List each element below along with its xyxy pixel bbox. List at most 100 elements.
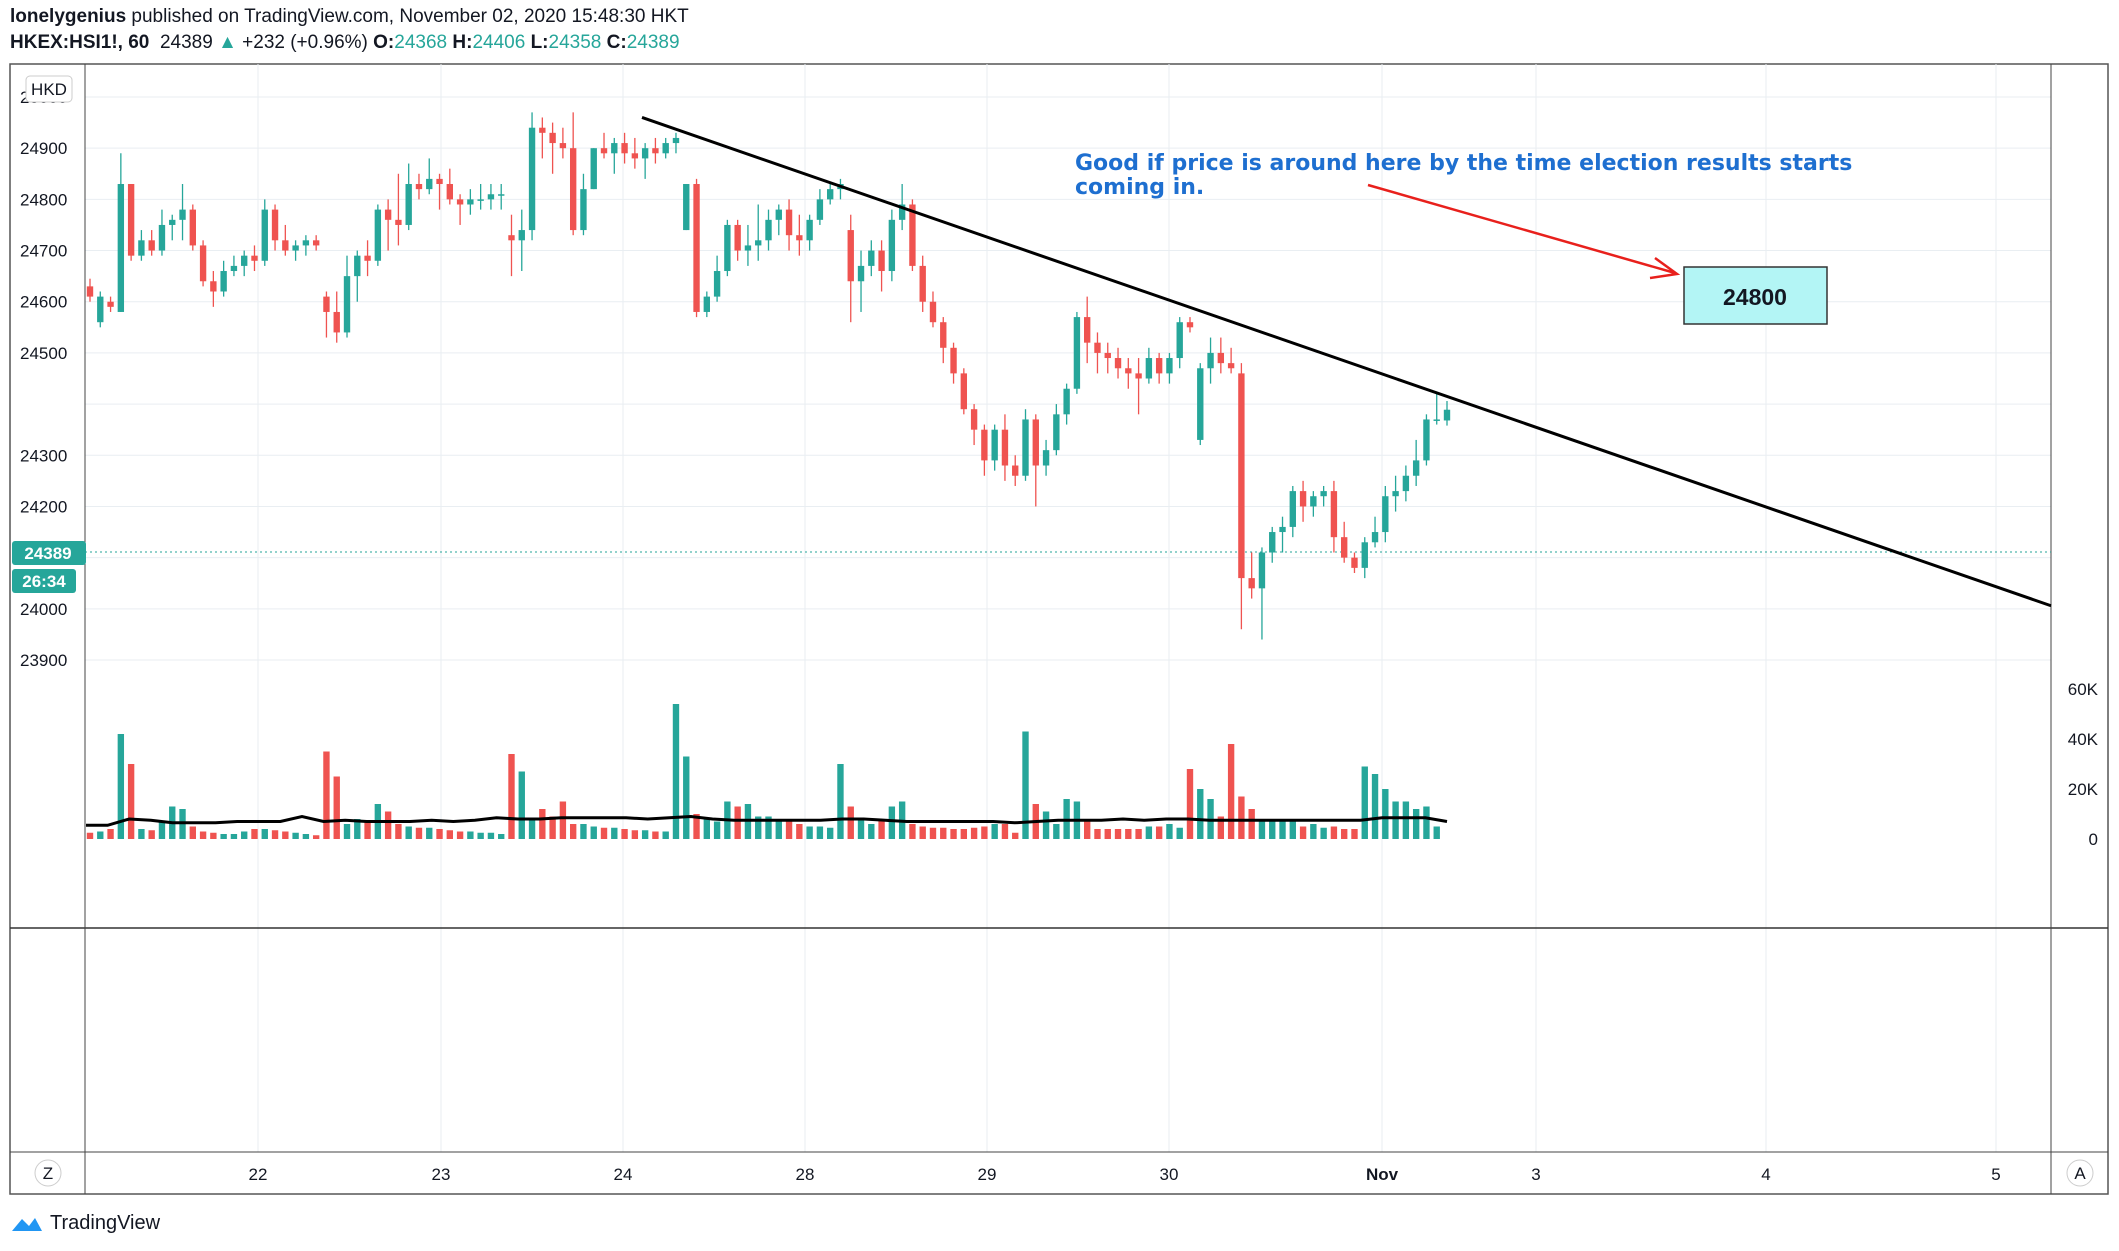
price-tick-label: 24500 [20, 344, 67, 363]
volume-bar [251, 829, 258, 839]
volume-bar [1238, 796, 1245, 839]
volume-bar [1155, 826, 1163, 839]
volume-bar [323, 751, 330, 839]
price-tick-label: 24600 [20, 293, 67, 312]
candle-body [991, 429, 998, 461]
volume-bar [785, 821, 793, 839]
volume-tick-label: 40K [2068, 730, 2099, 749]
price-tick-label: 24800 [20, 190, 67, 209]
candle-body [528, 127, 536, 231]
volume-bar [929, 827, 937, 839]
candle-body [1197, 368, 1204, 440]
trendline[interactable] [641, 116, 2052, 608]
tradingview-logo-icon [12, 1217, 42, 1231]
candle-body [950, 347, 957, 374]
published-text: published on TradingView.com, November 0… [131, 6, 689, 27]
candle-body [960, 373, 968, 410]
volume-bar [1197, 789, 1204, 839]
time-tick-label: 24 [614, 1165, 633, 1184]
volume-bar [775, 819, 782, 839]
candle-body [580, 189, 587, 231]
candle-body [1207, 352, 1214, 369]
candle-body [97, 296, 104, 323]
volume-bar [703, 819, 711, 839]
candle-body [549, 132, 556, 144]
volume-bar [1001, 824, 1009, 839]
volume-bar [271, 830, 279, 839]
price-tick-label: 24300 [20, 446, 67, 465]
chart-area[interactable]: 2390024000241002420024300245002460024700… [0, 60, 2119, 1200]
candle-body [148, 240, 155, 251]
volume-bar [1125, 829, 1132, 839]
candle-body [333, 311, 340, 333]
candle-body [1299, 491, 1307, 507]
volume-bar [1392, 801, 1399, 839]
volume-bar [446, 830, 453, 839]
volume-bar [230, 834, 238, 839]
candle-body [241, 255, 248, 266]
volume-bar [1042, 811, 1050, 839]
time-tick-label: 23 [432, 1165, 451, 1184]
volume-bar [158, 821, 166, 839]
volume-bars [86, 704, 1440, 839]
volume-axis[interactable]: 0 20K 40K 60K [2068, 680, 2099, 849]
volume-bar [189, 826, 196, 839]
author-name[interactable]: lonelygenius [10, 6, 127, 27]
candle-body [1392, 491, 1399, 497]
candle-body [1125, 368, 1132, 374]
arrow-head-icon [1649, 256, 1681, 280]
volume-bar [384, 811, 392, 839]
price-tick-label: 24200 [20, 497, 67, 516]
volume-bar [611, 827, 618, 839]
volume-bar [580, 824, 587, 839]
candle-body [467, 199, 474, 205]
volume-bar [1258, 819, 1266, 839]
candle-body [1104, 352, 1111, 359]
volume-bar [1145, 826, 1153, 839]
volume-bar [847, 806, 854, 839]
candle-body [210, 281, 217, 292]
currency-badge[interactable] [25, 75, 73, 103]
candle-body [158, 224, 166, 251]
candle-body [508, 235, 515, 241]
candle-body [796, 235, 803, 241]
candle-body [426, 178, 433, 190]
volume-bar [199, 831, 207, 839]
volume-bar [456, 831, 464, 839]
tradingview-brand[interactable]: TradingView [50, 1212, 161, 1234]
time-axis[interactable]: 22 23 24 28 29 30 Nov 3 4 5 [249, 1165, 2001, 1184]
candle-body [1022, 419, 1029, 476]
candle-body [415, 184, 423, 190]
candle-body [652, 148, 659, 154]
target-box-label: 24800 [1723, 284, 1787, 310]
time-tick-label: 29 [978, 1165, 997, 1184]
footer: TradingView [10, 1212, 160, 1235]
volume-bar [127, 764, 135, 839]
volume-bar [1186, 769, 1194, 839]
candle-body [220, 271, 227, 292]
volume-bar [1310, 824, 1317, 839]
volume-bar [1084, 821, 1091, 839]
volume-bar [857, 819, 865, 839]
candle-body [569, 148, 577, 231]
price-change: +232 (+0.96%) [242, 32, 368, 53]
close-value: 24389 [626, 32, 680, 53]
symbol-label: HKEX:HSI1!, 60 [10, 32, 150, 53]
volume-bar [333, 776, 340, 839]
candle-body [713, 271, 721, 297]
auto-scale-button[interactable] [2066, 1159, 2094, 1187]
candle-body [1166, 358, 1173, 374]
zoom-reset-button[interactable] [34, 1159, 62, 1187]
candle-body [1217, 352, 1225, 364]
volume-bar [765, 816, 772, 839]
volume-bar [1135, 829, 1142, 839]
volume-bar [1104, 829, 1111, 839]
candle-body [539, 127, 546, 133]
target-box[interactable] [1683, 266, 1828, 325]
candle-body [940, 322, 947, 348]
candle-body [1248, 578, 1255, 589]
candle-body [1238, 373, 1245, 579]
candle-body [868, 250, 875, 266]
price-tick-label: 24700 [20, 242, 67, 261]
time-tick-label: 28 [796, 1165, 815, 1184]
